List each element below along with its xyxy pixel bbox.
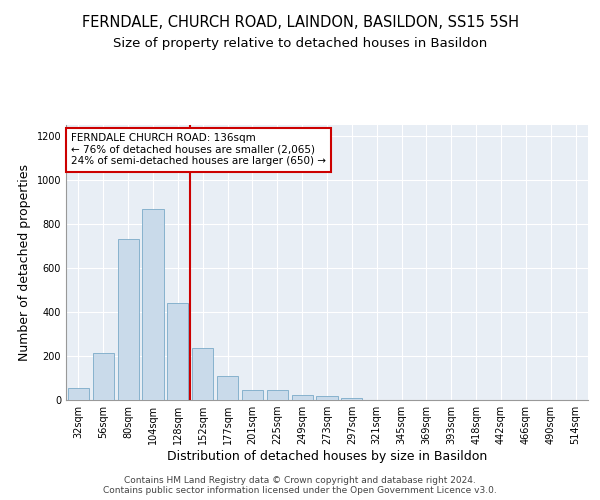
Bar <box>267 390 288 400</box>
Text: FERNDALE, CHURCH ROAD, LAINDON, BASILDON, SS15 5SH: FERNDALE, CHURCH ROAD, LAINDON, BASILDON… <box>82 15 518 30</box>
Bar <box>217 376 238 400</box>
Bar <box>93 352 114 400</box>
Bar <box>192 348 213 400</box>
Text: Size of property relative to detached houses in Basildon: Size of property relative to detached ho… <box>113 38 487 51</box>
Bar <box>316 396 338 400</box>
Bar <box>118 240 139 400</box>
Bar <box>142 208 164 400</box>
Bar <box>341 398 362 400</box>
X-axis label: Distribution of detached houses by size in Basildon: Distribution of detached houses by size … <box>167 450 487 463</box>
Text: Contains HM Land Registry data © Crown copyright and database right 2024.
Contai: Contains HM Land Registry data © Crown c… <box>103 476 497 495</box>
Bar <box>292 394 313 400</box>
Text: FERNDALE CHURCH ROAD: 136sqm
← 76% of detached houses are smaller (2,065)
24% of: FERNDALE CHURCH ROAD: 136sqm ← 76% of de… <box>71 133 326 166</box>
Bar <box>68 388 89 400</box>
Bar <box>167 303 188 400</box>
Y-axis label: Number of detached properties: Number of detached properties <box>18 164 31 361</box>
Bar <box>242 390 263 400</box>
